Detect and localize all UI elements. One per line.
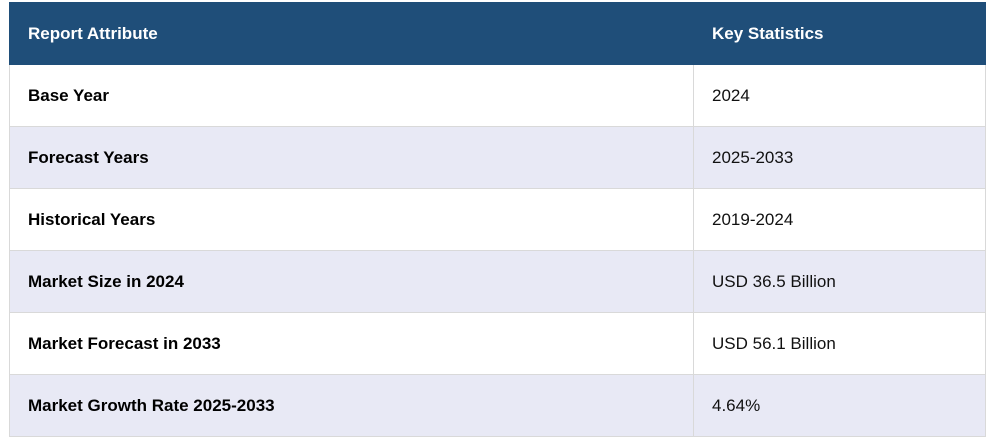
header-cell: Key Statistics <box>693 2 986 65</box>
table-row: Forecast Years 2025-2033 <box>9 126 986 189</box>
table-header: Report Attribute Key Statistics <box>9 2 986 65</box>
value-cell: USD 36.5 Billion <box>693 250 986 313</box>
value-cell: 2025-2033 <box>693 126 986 189</box>
header-cell: Report Attribute <box>9 2 694 65</box>
table-row: Base Year 2024 <box>9 64 986 127</box>
attribute-cell: Market Forecast in 2033 <box>9 312 694 375</box>
table-body: Base Year 2024 Forecast Years 2025-2033 Hist… <box>9 64 986 437</box>
value-cell: 4.64% <box>693 374 986 437</box>
attribute-cell: Market Growth Rate 2025-2033 <box>9 374 694 437</box>
table-row: Market Size in 2024 USD 36.5 Billion <box>9 250 986 313</box>
table-row: Market Growth Rate 2025-2033 4.64% <box>9 374 986 437</box>
attribute-cell: Forecast Years <box>9 126 694 189</box>
header-row: Report Attribute Key Statistics <box>9 2 986 65</box>
value-cell: 2024 <box>693 64 986 127</box>
attribute-cell: Market Size in 2024 <box>9 250 694 313</box>
value-cell: USD 56.1 Billion <box>693 312 986 375</box>
attribute-cell: Historical Years <box>9 188 694 251</box>
attribute-cell: Base Year <box>9 64 694 127</box>
table-row: Historical Years 2019-2024 <box>9 188 986 251</box>
table-row: Market Forecast in 2033 USD 56.1 Billion <box>9 312 986 375</box>
report-table: Report Attribute Key Statistics Base Yea… <box>9 2 986 437</box>
value-cell: 2019-2024 <box>693 188 986 251</box>
